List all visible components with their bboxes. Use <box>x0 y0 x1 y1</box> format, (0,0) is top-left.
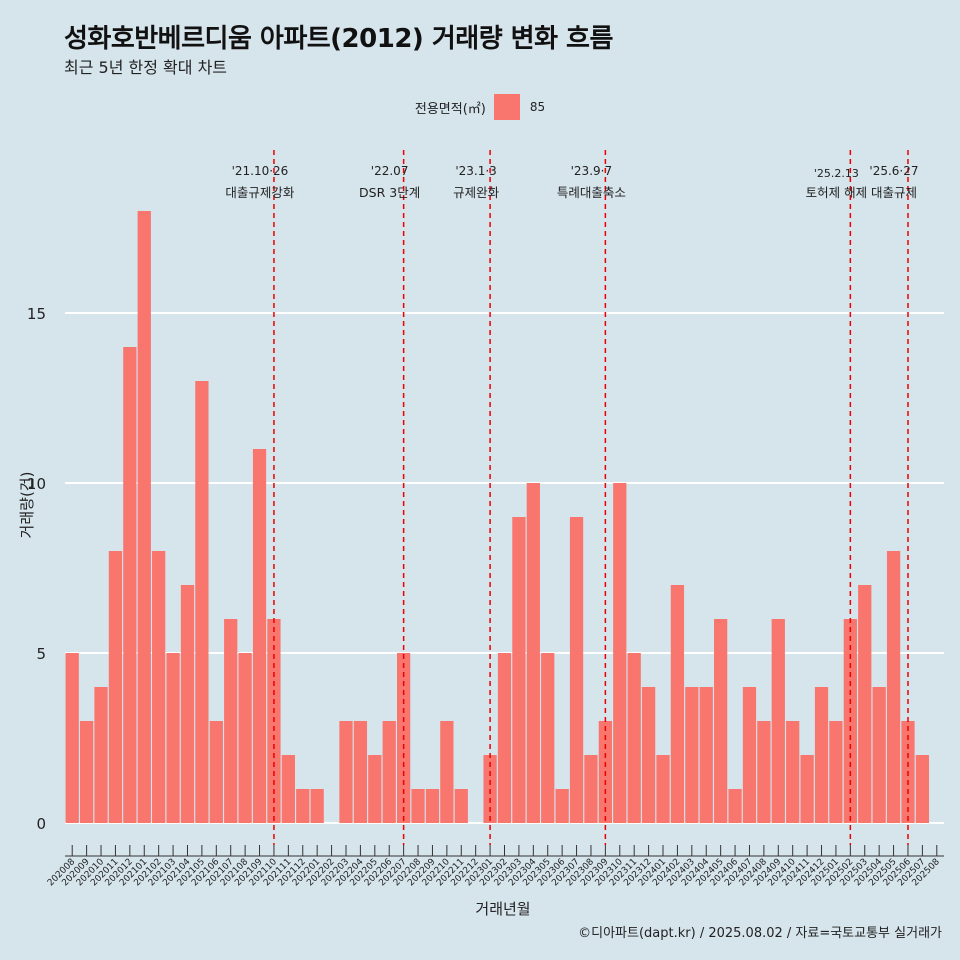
bar <box>915 755 930 823</box>
bar <box>79 721 94 823</box>
bar <box>152 551 166 823</box>
bar <box>728 789 742 823</box>
bars <box>65 211 930 823</box>
bar <box>569 517 584 823</box>
bar <box>872 687 886 823</box>
bar <box>108 551 123 823</box>
bar <box>180 585 195 823</box>
legend-label: 85 <box>529 100 546 114</box>
bar <box>382 721 396 823</box>
event-date: '25.2.13 <box>814 167 859 180</box>
bar <box>656 755 670 823</box>
bar <box>281 755 295 823</box>
bar <box>440 721 454 823</box>
bar <box>238 653 252 823</box>
bar <box>699 687 713 823</box>
bar <box>209 721 223 823</box>
bar <box>526 483 540 823</box>
bar <box>584 755 598 823</box>
x-axis: 2020082020092020102020112020122021012021… <box>46 845 944 888</box>
bar <box>512 517 526 823</box>
bar <box>166 653 180 823</box>
bar <box>641 687 656 823</box>
bar <box>411 789 425 823</box>
y-axis-label: 거래량(건) <box>18 472 36 539</box>
event-date: '23.9·7 <box>571 164 612 178</box>
chart-title: 성화호반베르디움 아파트(2012) 거래량 변화 흐름 <box>64 24 613 54</box>
event-date: '25.6·27 <box>869 164 918 178</box>
bar <box>425 789 440 823</box>
y-tick-label: 10 <box>27 475 46 493</box>
event-label: 토허제 해제 <box>806 185 867 200</box>
bar <box>454 789 468 823</box>
bar <box>497 653 512 823</box>
bar <box>886 551 901 823</box>
event-label: 특례대출축소 <box>557 185 626 200</box>
source-caption: ©디아파트(dapt.kr) / 2025.08.02 / 자료=국토교통부 실… <box>578 926 942 941</box>
event-date: '21.10·26 <box>232 164 289 178</box>
event-label: 대출규제 <box>871 185 917 200</box>
y-tick-label: 15 <box>27 305 46 323</box>
chart-subtitle: 최근 5년 한정 확대 차트 <box>64 58 228 77</box>
bar <box>137 211 151 823</box>
event-lines: '21.10·26 대출규제강화 '22.07 DSR 3단계 '23.1·3 규제완화 '… <box>225 150 919 845</box>
bar <box>757 721 771 823</box>
bar <box>814 687 829 823</box>
bar <box>714 619 728 823</box>
bar <box>786 721 800 823</box>
event-date: '22.07 <box>371 164 409 178</box>
y-tick-label: 5 <box>36 645 46 663</box>
bar <box>829 721 843 823</box>
legend: 전용면적(㎡) 85 <box>0 94 960 120</box>
bar <box>94 687 108 823</box>
bar <box>555 789 569 823</box>
bar <box>310 789 324 823</box>
event-label: DSR 3단계 <box>359 185 420 200</box>
bar <box>353 721 368 823</box>
bar <box>858 585 872 823</box>
bar <box>670 585 685 823</box>
bar <box>339 721 353 823</box>
bar <box>296 789 310 823</box>
bar <box>195 381 209 823</box>
x-axis-label: 거래년월 <box>475 900 530 918</box>
bar <box>123 347 137 823</box>
bar <box>252 449 267 823</box>
bar <box>685 687 699 823</box>
y-axis: 0 5 10 15 <box>27 305 46 833</box>
event-label: 규제완화 <box>453 185 500 200</box>
y-tick-label: 0 <box>36 815 46 833</box>
bar <box>224 619 238 823</box>
bar <box>627 653 641 823</box>
event-date: '23.1·3 <box>455 164 496 178</box>
bar <box>771 619 785 823</box>
legend-swatch <box>493 94 520 120</box>
bar <box>742 687 757 823</box>
bar <box>65 653 79 823</box>
bar <box>541 653 555 823</box>
legend-title: 전용면적(㎡) <box>414 101 486 117</box>
bar <box>800 755 814 823</box>
event-label: 대출규제강화 <box>225 185 295 200</box>
bar <box>368 755 382 823</box>
bar <box>613 483 627 823</box>
